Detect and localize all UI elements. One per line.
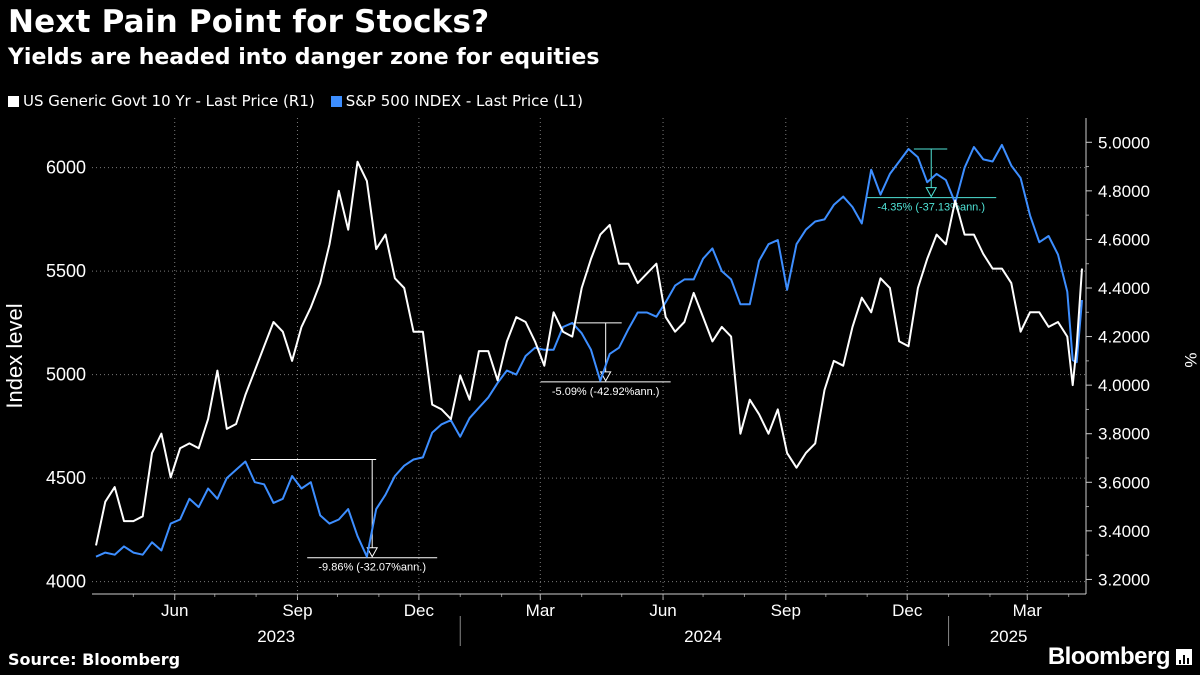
right-tick-label: 3.4000 bbox=[1098, 522, 1150, 541]
left-tick-label: 5000 bbox=[46, 365, 86, 385]
right-tick-label: 5.0000 bbox=[1098, 133, 1150, 152]
drawdown-label: -4.35% (-37.13%ann.) bbox=[877, 202, 985, 214]
legend-swatch-sp500 bbox=[330, 95, 342, 107]
right-tick-label: 4.0000 bbox=[1098, 376, 1150, 395]
right-tick-label: 4.4000 bbox=[1098, 279, 1150, 298]
x-year-label: 2025 bbox=[990, 627, 1028, 646]
bloomberg-logo: Bloomberg bbox=[1048, 643, 1192, 671]
right-axis-title: % bbox=[1181, 352, 1200, 367]
left-tick-label: 4000 bbox=[46, 572, 86, 592]
left-tick-label: 4500 bbox=[46, 468, 86, 488]
drawdown-annotation: -9.86% (-32.07%ann.) bbox=[250, 458, 438, 574]
chart-title: Next Pain Point for Stocks? bbox=[8, 4, 490, 40]
legend: US Generic Govt 10 Yr - Last Price (R1) … bbox=[8, 92, 583, 110]
x-tick-label: Jun bbox=[161, 601, 188, 620]
x-tick-label: Sep bbox=[771, 601, 801, 620]
x-tick-label: Dec bbox=[892, 601, 923, 620]
right-tick-label: 4.8000 bbox=[1098, 182, 1150, 201]
bar-chart-icon bbox=[1176, 649, 1192, 665]
left-axis-title: Index level bbox=[2, 303, 27, 408]
source-note: Source: Bloomberg bbox=[8, 650, 181, 669]
legend-item-sp500: S&P 500 INDEX - Last Price (L1) bbox=[330, 92, 584, 110]
legend-label-yield: US Generic Govt 10 Yr - Last Price (R1) bbox=[23, 92, 315, 110]
x-tick-label: Sep bbox=[282, 601, 312, 620]
left-tick-label: 6000 bbox=[46, 158, 86, 178]
x-tick-label: Mar bbox=[526, 601, 556, 620]
x-tick-label: Jun bbox=[649, 601, 676, 620]
legend-label-sp500: S&P 500 INDEX - Last Price (L1) bbox=[345, 92, 584, 110]
chart-subtitle: Yields are headed into danger zone for e… bbox=[8, 45, 600, 70]
legend-item-yield: US Generic Govt 10 Yr - Last Price (R1) bbox=[8, 92, 315, 110]
right-tick-label: 3.8000 bbox=[1098, 425, 1150, 444]
x-tick-label: Dec bbox=[404, 601, 435, 620]
x-year-label: 2023 bbox=[257, 627, 295, 646]
drawdown-arrow-head bbox=[366, 547, 379, 558]
brand-name: Bloomberg bbox=[1047, 643, 1171, 670]
drawdown-arrow-head bbox=[925, 187, 938, 198]
right-tick-label: 4.6000 bbox=[1098, 230, 1150, 249]
yield-line bbox=[95, 160, 1083, 546]
sp500-line bbox=[95, 143, 1083, 558]
right-tick-label: 4.2000 bbox=[1098, 328, 1150, 347]
drawdown-label: -5.09% (-42.92%ann.) bbox=[552, 386, 660, 398]
drawdown-label: -9.86% (-32.07%ann.) bbox=[318, 562, 426, 574]
left-tick-label: 5500 bbox=[46, 261, 86, 281]
x-tick-label: Mar bbox=[1013, 601, 1043, 620]
legend-swatch-yield bbox=[8, 95, 19, 107]
x-year-label: 2024 bbox=[684, 627, 722, 646]
right-tick-label: 3.2000 bbox=[1098, 570, 1150, 589]
right-tick-label: 3.6000 bbox=[1098, 473, 1150, 492]
